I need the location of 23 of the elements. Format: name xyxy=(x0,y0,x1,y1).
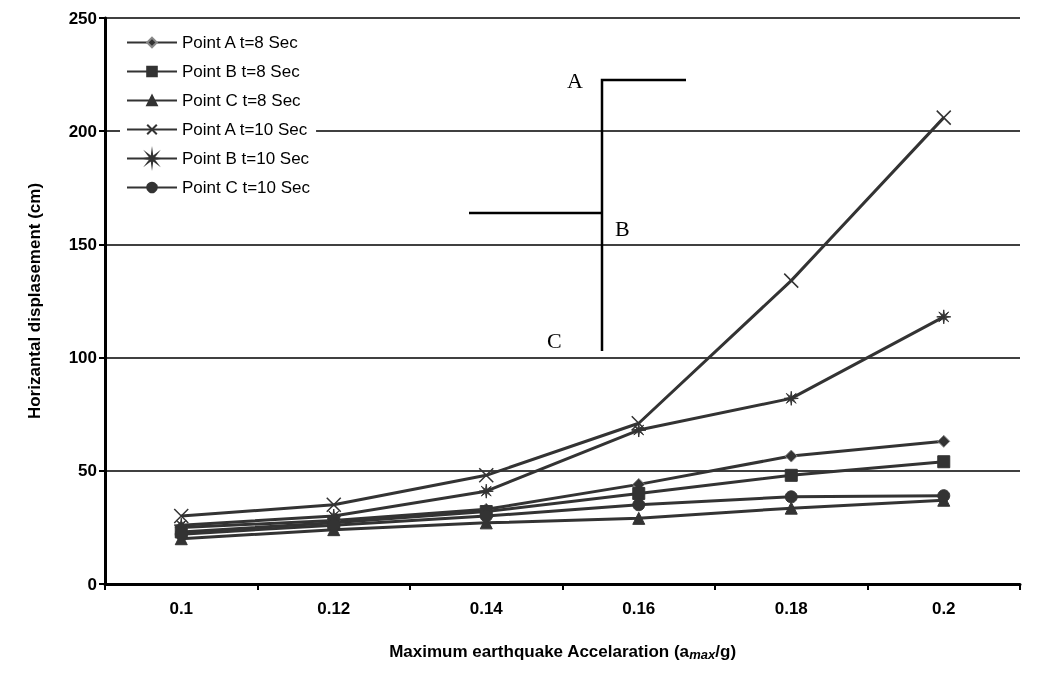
x-tick-label: 0.18 xyxy=(774,599,808,618)
y-tick-label: 250 xyxy=(68,8,97,28)
y-tick-label: 0 xyxy=(87,574,97,594)
y-tick-label: 200 xyxy=(68,121,97,141)
annotation: B xyxy=(615,216,630,241)
y-tick-label: 150 xyxy=(68,234,97,254)
y-tick-label: 100 xyxy=(68,348,97,368)
y-axis-title: Horizantal displasement (cm) xyxy=(25,182,44,420)
legend-label: Point B t=10 Sec xyxy=(182,149,310,168)
legend-label: Point B t=8 Sec xyxy=(182,62,301,81)
annotation: C xyxy=(547,328,562,353)
x-tick-label: 0.12 xyxy=(317,599,351,618)
x-tick-label: 0.1 xyxy=(169,599,194,618)
annotation: A xyxy=(567,68,583,93)
x-tick-label: 0.2 xyxy=(931,599,956,618)
x-tick-label: 0.16 xyxy=(622,599,656,618)
legend-label: Point C t=8 Sec xyxy=(182,91,302,110)
legend-label: Point A t=10 Sec xyxy=(182,120,308,139)
wall-diagram: A B C xyxy=(467,60,689,352)
legend-label: Point A t=8 Sec xyxy=(182,33,299,52)
x-tick-label: 0.14 xyxy=(469,599,504,618)
y-tick-label: 50 xyxy=(78,461,97,481)
legend-label: Point C t=10 Sec xyxy=(182,178,311,197)
